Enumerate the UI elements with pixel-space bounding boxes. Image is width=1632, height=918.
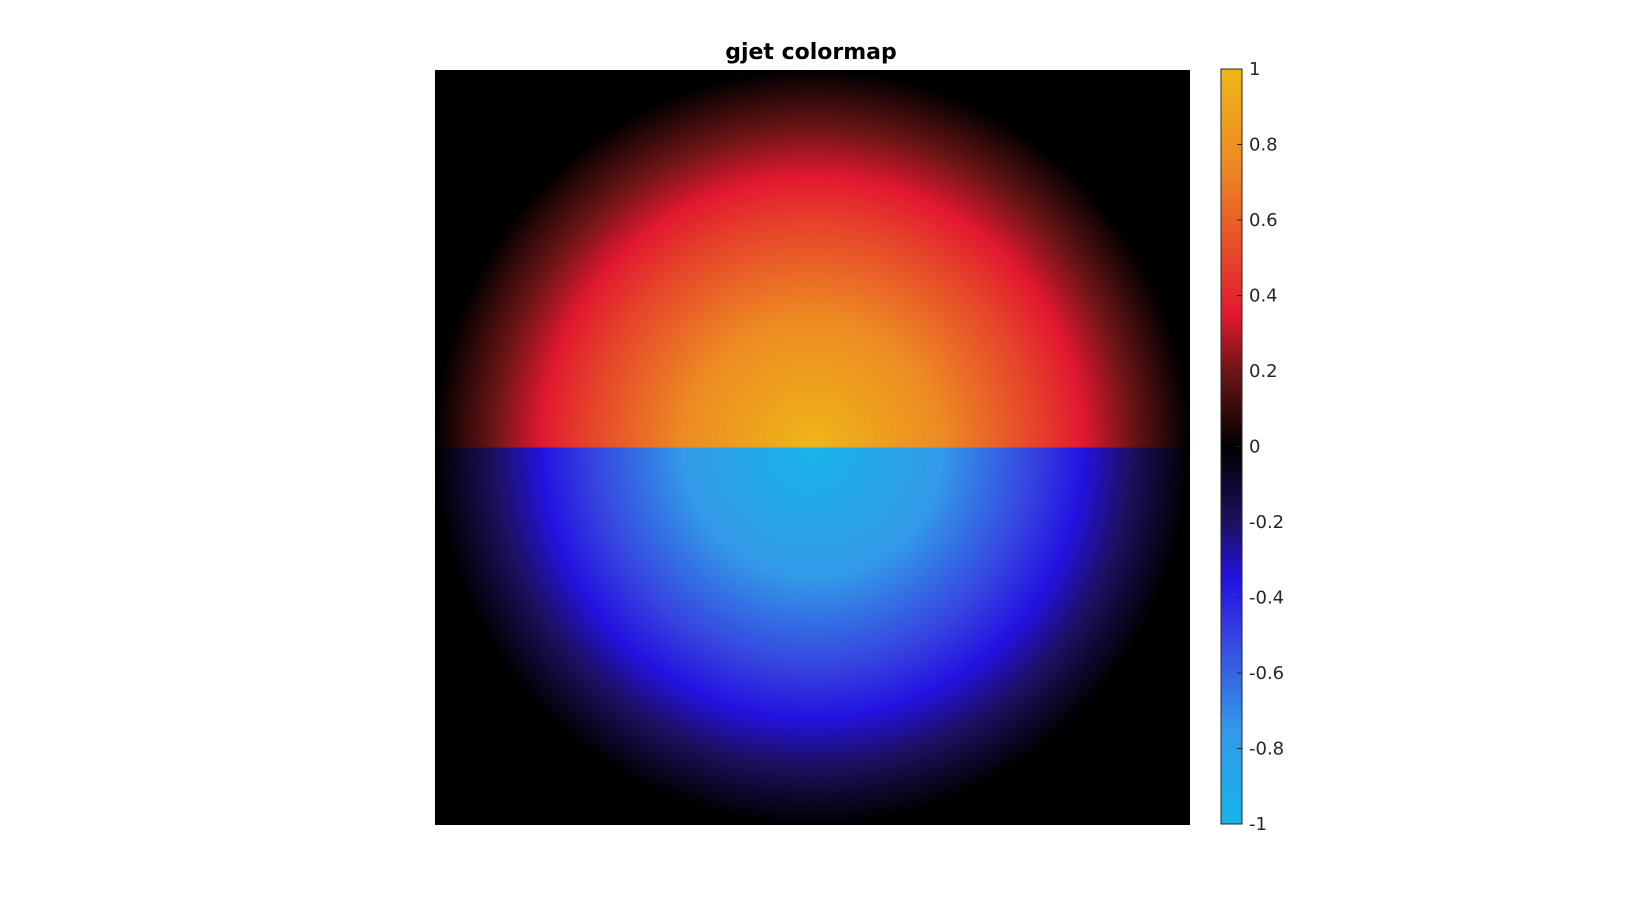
colorbar-tick-label: -0.2 <box>1249 512 1284 533</box>
chart-title: gjet colormap <box>725 40 897 65</box>
colorbar-tick-label: 1 <box>1249 59 1260 80</box>
heatmap-positive-half <box>435 70 1190 448</box>
plot-area <box>435 70 1190 825</box>
colorbar-tick-label: -0.8 <box>1249 739 1284 760</box>
colorbar-tick-label: -0.4 <box>1249 588 1284 609</box>
colorbar-tick-label: -0.6 <box>1249 663 1284 684</box>
colorbar: 1 0.8 0.6 0.4 0.2 0 -0.2 -0.4 -0.6 -0.8 -1 <box>1220 59 1284 835</box>
colorbar-tick-label: 0.4 <box>1249 286 1278 307</box>
colorbar-tick-label: 0.6 <box>1249 210 1278 231</box>
colorbar-tick-label: 0 <box>1249 437 1260 458</box>
colorbar-ticks: 1 0.8 0.6 0.4 0.2 0 -0.2 -0.4 -0.6 -0.8 -1 <box>1237 59 1284 835</box>
heatmap-negative-half <box>435 447 1190 825</box>
colorbar-tick-label: 0.2 <box>1249 361 1278 382</box>
colorbar-tick-label: 0.8 <box>1249 135 1278 156</box>
colorbar-tick-label: -1 <box>1249 814 1267 835</box>
